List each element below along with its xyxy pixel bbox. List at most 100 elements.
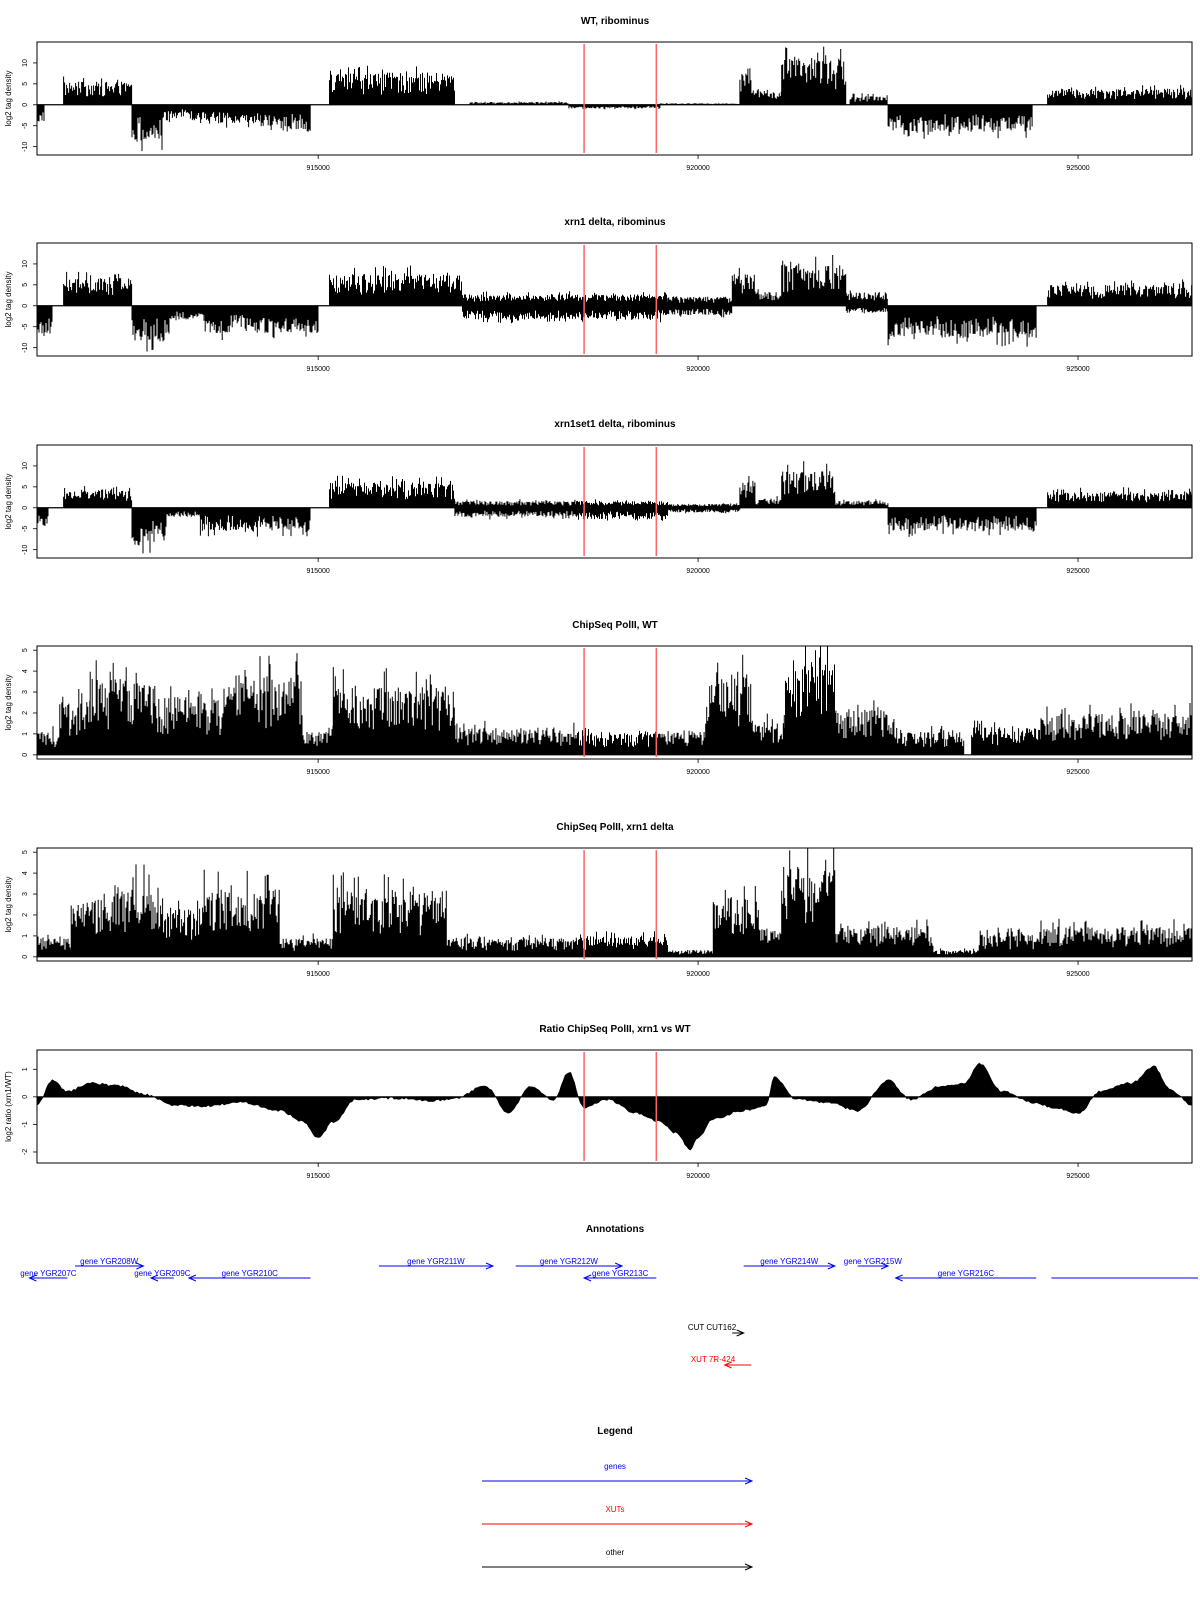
gene-label: gene YGR213C: [592, 1269, 649, 1278]
arrowhead: [28, 1274, 37, 1282]
y-axis-label: log2 tag density: [4, 473, 13, 529]
plot-frame: [36, 847, 1193, 962]
legend-label: genes: [604, 1462, 626, 1471]
signal-bars: [37, 848, 1192, 957]
x-tick-label: 920000: [686, 366, 709, 373]
y-tick-label: -10: [22, 342, 29, 352]
arrowhead: [744, 1520, 754, 1528]
plot-frame: [36, 1049, 1193, 1164]
legend-label: XUTs: [605, 1505, 624, 1514]
y-tick-label: -5: [22, 525, 29, 531]
y-tick-label: 5: [22, 648, 29, 652]
gene-label: gene YGR216C: [938, 1269, 995, 1278]
data-series: [37, 646, 1192, 756]
x-tick-label: 915000: [306, 366, 329, 373]
x-tick-label: 920000: [686, 971, 709, 978]
ratio-area: [37, 1062, 1192, 1151]
legend-label: other: [606, 1548, 625, 1557]
track-panel: ChipSeq PolII, WT log2 tag density 0 1 2 3 4 5 9…: [4, 620, 1193, 776]
y-tick-label: 1: [22, 1067, 29, 1071]
y-axis-label: log2 tag density: [4, 674, 13, 730]
x-tick-label: 915000: [306, 971, 329, 978]
arrowhead: [136, 1262, 145, 1270]
y-tick-label: 4: [22, 669, 29, 673]
x-tick-label: 915000: [306, 1173, 329, 1180]
arrowhead: [736, 1329, 745, 1337]
annotations-title: Annotations: [586, 1224, 645, 1235]
gene-label: gene YGR212W: [540, 1257, 599, 1266]
gene-label: gene YGR208W: [80, 1257, 139, 1266]
x-tick-label: 925000: [1066, 769, 1089, 776]
y-tick-label: 0: [22, 103, 29, 107]
signal-bars: [37, 646, 1192, 755]
y-tick-label: 5: [22, 283, 29, 287]
arrowhead: [187, 1274, 197, 1282]
y-tick-label: -10: [22, 141, 29, 151]
track-panel: xrn1 delta, ribominus log2 tag density 10 5…: [4, 217, 1193, 373]
y-tick-label: 2: [22, 711, 29, 715]
y-tick-label: 0: [22, 506, 29, 510]
x-tick-label: 915000: [306, 568, 329, 575]
y-tick-label: 10: [22, 462, 29, 470]
y-tick-label: -5: [22, 323, 29, 329]
track-panel: ChipSeq PolII, xrn1 delta log2 tag densit…: [4, 822, 1193, 978]
y-tick-label: 4: [22, 871, 29, 875]
y-tick-label: 3: [22, 892, 29, 896]
panel-title: ChipSeq PolII, xrn1 delta: [556, 822, 674, 833]
arrowhead: [827, 1262, 837, 1270]
arrowhead: [744, 1563, 754, 1571]
track-panel: Ratio ChipSeq PolII, xrn1 vs WT log2 rati…: [4, 1024, 1193, 1180]
arrowhead: [744, 1477, 754, 1485]
arrowhead: [894, 1274, 903, 1282]
plot-frame: [36, 645, 1193, 760]
y-tick-label: 10: [22, 260, 29, 268]
data-series: [37, 1062, 1192, 1151]
arrowhead: [149, 1274, 159, 1282]
y-tick-label: -2: [22, 1149, 29, 1155]
gene-label: gene YGR211W: [407, 1257, 465, 1266]
y-axis-label: log2 tag density: [4, 271, 13, 327]
signal-bars: [37, 255, 1192, 352]
panel-title: xrn1 delta, ribominus: [564, 217, 666, 228]
y-axis-label: log2 tag density: [4, 70, 13, 126]
y-tick-label: -1: [22, 1121, 29, 1127]
x-tick-label: 925000: [1066, 971, 1089, 978]
y-axis-label: log2 tag density: [4, 876, 13, 932]
gene-label: gene YGR210C: [222, 1269, 279, 1278]
x-tick-label: 925000: [1066, 366, 1089, 373]
y-tick-label: -5: [22, 122, 29, 128]
y-tick-label: 1: [22, 732, 29, 736]
y-tick-label: -10: [22, 544, 29, 554]
y-tick-label: 5: [22, 485, 29, 489]
panel-title: ChipSeq PolII, WT: [572, 620, 658, 631]
arrowhead: [614, 1262, 624, 1270]
data-series: [37, 461, 1192, 554]
gene-label: gene YGR215W: [844, 1257, 903, 1266]
x-tick-label: 925000: [1066, 165, 1089, 172]
y-tick-label: 1: [22, 934, 29, 938]
x-tick-label: 925000: [1066, 1173, 1089, 1180]
y-tick-label: 5: [22, 82, 29, 86]
x-tick-label: 920000: [686, 1173, 709, 1180]
y-tick-label: 0: [22, 753, 29, 757]
xut-label: XUT 7R-424: [691, 1355, 736, 1364]
arrowhead: [582, 1274, 592, 1282]
arrowhead: [485, 1262, 495, 1270]
data-series: [37, 848, 1192, 958]
gene-label: gene YGR209C: [134, 1269, 191, 1278]
cut-label: CUT CUT162: [688, 1323, 737, 1332]
y-tick-label: 10: [22, 59, 29, 67]
legend-title: Legend: [597, 1426, 633, 1437]
x-tick-label: 915000: [306, 165, 329, 172]
data-series: [37, 46, 1192, 152]
y-tick-label: 0: [22, 955, 29, 959]
gene-label: gene YGR214W: [760, 1257, 819, 1266]
x-tick-label: 915000: [306, 769, 329, 776]
data-series: [37, 255, 1192, 352]
track-panel: xrn1set1 delta, ribominus log2 tag densit…: [4, 419, 1193, 575]
y-axis-label: log2 ratio (xrn1/WT): [4, 1071, 13, 1142]
legend-panel: Legend genes XUTs other: [482, 1426, 754, 1571]
